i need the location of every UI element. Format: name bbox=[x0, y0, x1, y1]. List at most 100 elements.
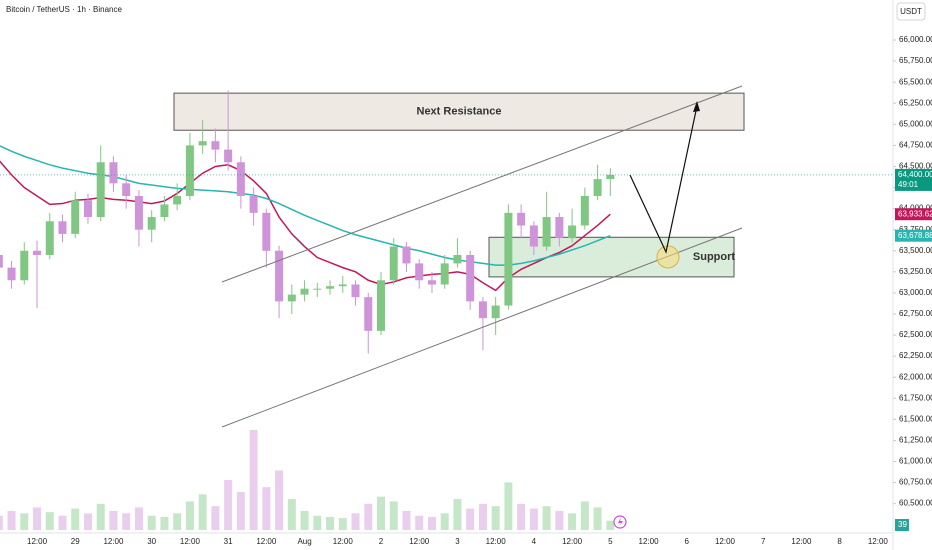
candle-body bbox=[300, 288, 309, 295]
volume-bar bbox=[198, 494, 207, 530]
volume-bar bbox=[160, 516, 169, 530]
resistance-label: Next Resistance bbox=[417, 106, 502, 118]
volume-bar bbox=[504, 482, 513, 530]
candle-body bbox=[160, 204, 169, 218]
volume-bar bbox=[478, 503, 487, 530]
volume-bar bbox=[185, 501, 194, 530]
volume-bar bbox=[415, 515, 424, 530]
x-tick-label: 4 bbox=[532, 537, 537, 546]
candle-body bbox=[555, 217, 564, 239]
candle-body bbox=[568, 225, 577, 239]
candle-body bbox=[580, 195, 589, 226]
volume-bar bbox=[402, 510, 411, 530]
channel-lower bbox=[221, 227, 743, 428]
candle-body bbox=[0, 254, 3, 268]
volume-bar bbox=[211, 506, 220, 530]
candle-body bbox=[275, 250, 284, 302]
x-tick-label: 12:00 bbox=[333, 537, 354, 546]
candle-body bbox=[33, 250, 42, 255]
chart-title: Bitcoin / TetherUS · 1h · Binance bbox=[6, 5, 122, 14]
x-tick-label: 12:00 bbox=[27, 537, 48, 546]
volume-bar bbox=[249, 430, 258, 530]
arrow-path bbox=[629, 105, 698, 254]
support-label: Support bbox=[693, 251, 735, 263]
volume-bar bbox=[275, 470, 284, 530]
volume-bar bbox=[300, 510, 309, 530]
candle-body bbox=[415, 263, 424, 281]
candle-body bbox=[402, 246, 411, 264]
candle-body bbox=[606, 174, 615, 180]
candle-body bbox=[593, 179, 602, 196]
candle-body bbox=[173, 195, 182, 205]
x-tick-label: 7 bbox=[761, 537, 766, 546]
ma-tag bbox=[895, 208, 932, 221]
candle-body bbox=[427, 280, 436, 285]
y-tick-label: 61,250.00 bbox=[899, 436, 932, 445]
y-tick-label: 65,750.00 bbox=[899, 56, 932, 65]
candle-body bbox=[478, 301, 487, 319]
volume-bar bbox=[109, 510, 118, 530]
x-tick-label: 12:00 bbox=[409, 537, 430, 546]
y-tick-label: 65,250.00 bbox=[899, 98, 932, 107]
candle-body bbox=[211, 141, 220, 150]
volume-bar bbox=[134, 507, 143, 530]
candle-body bbox=[71, 200, 80, 234]
volume-bar bbox=[147, 515, 156, 530]
last-price-tag bbox=[895, 168, 932, 191]
x-tick-label: 5 bbox=[608, 537, 613, 546]
volume-bar bbox=[313, 515, 322, 530]
volume-bar bbox=[542, 506, 551, 530]
annotation-layer: Next Resistance Support bbox=[173, 92, 745, 278]
x-tick-label: 6 bbox=[685, 537, 690, 546]
x-tick-label: 12:00 bbox=[256, 537, 277, 546]
y-tick-label: 65,000.00 bbox=[899, 119, 932, 128]
volume-bar bbox=[20, 513, 29, 530]
y-tick-label: 61,000.00 bbox=[899, 457, 932, 466]
x-tick-label: 12:00 bbox=[715, 537, 736, 546]
volume-bar bbox=[568, 513, 577, 530]
ma-tag-label: 63,933.62 bbox=[898, 209, 932, 218]
volume-bar bbox=[236, 491, 245, 530]
candle-body bbox=[529, 225, 538, 247]
candle-body bbox=[236, 162, 245, 196]
y-tick-label: 63,500.00 bbox=[899, 246, 932, 255]
volume-bar bbox=[33, 507, 42, 530]
volume-bar bbox=[262, 487, 271, 530]
candle-body bbox=[147, 217, 156, 230]
x-tick-label: 12:00 bbox=[791, 537, 812, 546]
volume-bar bbox=[364, 503, 373, 530]
x-tick-label: 12:00 bbox=[180, 537, 201, 546]
candle-body bbox=[377, 280, 385, 331]
highlight-circle bbox=[656, 245, 680, 269]
x-tick-label: 8 bbox=[837, 537, 842, 546]
volume-bar bbox=[427, 516, 436, 530]
y-tick-label: 62,750.00 bbox=[899, 309, 932, 318]
candle-body bbox=[134, 195, 143, 230]
y-tick-label: 66,000.00 bbox=[899, 35, 932, 44]
volume-bar bbox=[0, 515, 3, 530]
x-tick-label: Aug bbox=[297, 537, 311, 546]
candle-body bbox=[109, 162, 118, 184]
candle-body bbox=[83, 200, 92, 218]
arrow-head bbox=[693, 101, 700, 112]
volume-bar bbox=[71, 508, 80, 530]
currency-button[interactable] bbox=[896, 2, 926, 21]
ma-tag-label: 63,678.88 bbox=[898, 231, 932, 240]
volume-bar bbox=[122, 513, 131, 530]
volume-bar bbox=[224, 480, 233, 530]
candle-body bbox=[351, 284, 360, 298]
candle-body bbox=[453, 254, 462, 264]
x-tick-label: 30 bbox=[147, 537, 156, 546]
candle-body bbox=[313, 288, 322, 290]
candle-body bbox=[7, 267, 16, 281]
currency-label: USDT bbox=[900, 7, 922, 16]
event-bolt bbox=[618, 517, 623, 527]
candle-body bbox=[338, 284, 347, 287]
volume-bar bbox=[351, 513, 360, 530]
volume-bar bbox=[173, 513, 182, 530]
candle-body bbox=[249, 195, 258, 213]
candle-body bbox=[491, 305, 500, 319]
candle-body bbox=[58, 221, 67, 234]
